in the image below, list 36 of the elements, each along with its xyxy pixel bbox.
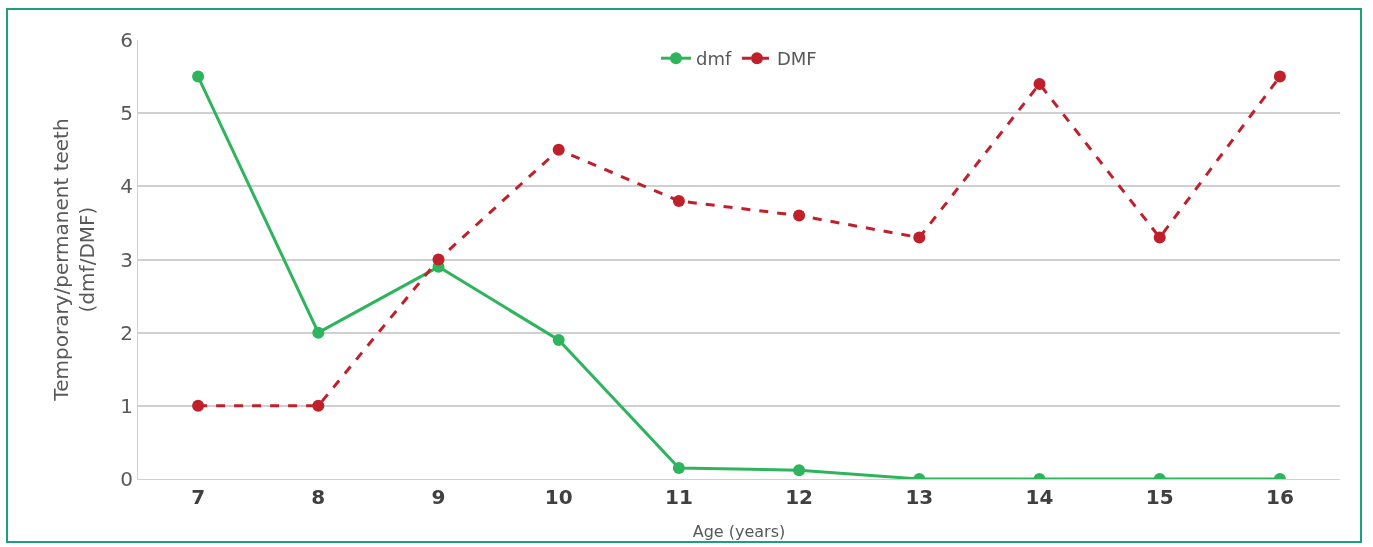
x-tick-label: 10: [544, 485, 573, 509]
point: [793, 209, 806, 222]
point: [552, 143, 565, 156]
point: [672, 462, 685, 475]
point: [312, 326, 325, 339]
point: [913, 231, 926, 244]
y-tick-label: 4: [120, 174, 133, 199]
legend-label: DMF: [776, 48, 817, 70]
point: [312, 399, 325, 412]
y-tick-label: 0: [120, 467, 133, 491]
x-tick-label: 13: [905, 485, 934, 509]
point: [1033, 77, 1046, 90]
x-tick-label: 8: [311, 485, 326, 509]
point: [672, 194, 685, 207]
x-tick-label: 16: [1265, 485, 1294, 509]
legend-label: dmf: [696, 48, 732, 70]
y-tick-label: 2: [120, 320, 133, 345]
point: [1153, 231, 1166, 244]
x-tick-label: 15: [1145, 485, 1174, 509]
y-axis-title: Temporary/permanent teeth (dmf/DMF): [48, 118, 99, 402]
y-tick-label: 3: [120, 247, 133, 272]
point: [192, 399, 205, 412]
x-tick-label: 11: [664, 485, 693, 509]
y-tick-label: 5: [120, 101, 133, 126]
point: [793, 464, 806, 477]
x-tick-label: 12: [785, 485, 814, 509]
point: [192, 70, 205, 83]
x-tick-label: 9: [431, 485, 446, 509]
point: [552, 333, 565, 346]
point: [1273, 70, 1286, 83]
x-tick-label: 14: [1025, 485, 1054, 509]
y-tick-label: 1: [120, 393, 133, 418]
y-tick-label: 6: [120, 28, 133, 52]
point: [432, 253, 445, 266]
x-tick-label: 7: [191, 485, 206, 509]
x-axis-title: Age (years): [692, 522, 786, 541]
